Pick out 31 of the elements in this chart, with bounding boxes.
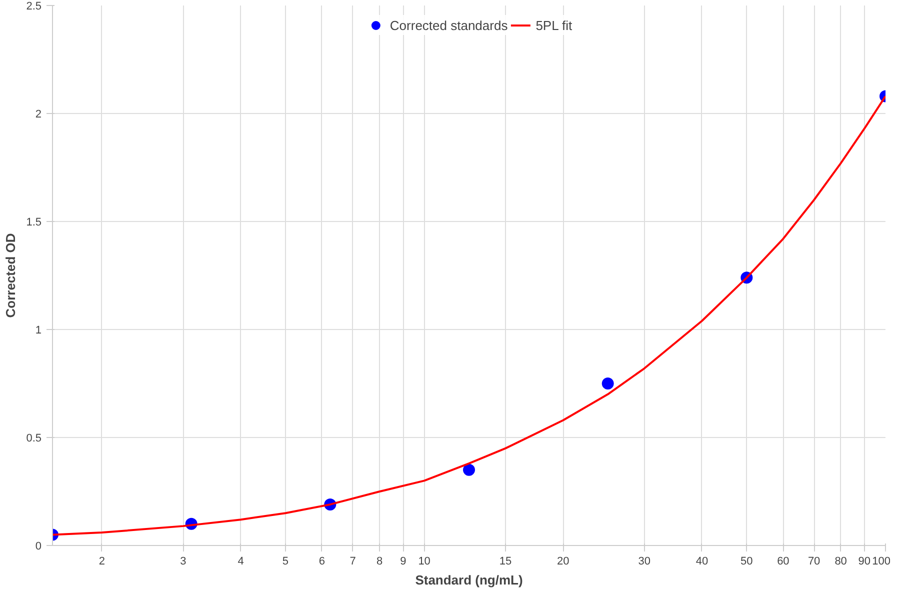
x-tick-label: 6: [318, 556, 326, 568]
y-tick-label: 2: [35, 108, 42, 120]
y-tick-label: 0.5: [26, 432, 42, 444]
x-tick-label: 9: [400, 556, 406, 568]
x-tick-label: 10: [418, 556, 430, 568]
y-tick-label: 2.5: [26, 0, 42, 12]
x-tick-label: 4: [238, 556, 244, 568]
x-tick-label: 70: [808, 556, 820, 568]
point: [602, 378, 614, 390]
x-tick-label: 50: [740, 556, 753, 568]
x-tick-label: 90: [858, 556, 871, 568]
x-tick-label: 8: [376, 556, 383, 568]
x-tick-label: 40: [696, 556, 708, 568]
y-tick-label: 1: [35, 324, 42, 336]
x-tick-label: 7: [350, 556, 356, 568]
x-tick-label: 2: [98, 556, 106, 568]
y-tick-label: 0: [35, 540, 42, 552]
y-axis-title: Corrected OD: [3, 233, 18, 318]
legend-label: Corrected standards: [390, 18, 508, 32]
legend-label: 5PL fit: [536, 18, 572, 32]
x-tick-label: 20: [557, 556, 570, 568]
y-tick-label: 1.5: [26, 216, 42, 228]
x-tick-label: 100: [872, 556, 891, 568]
x-tick-label: 3: [180, 556, 186, 568]
x-tick-label: 80: [834, 556, 847, 568]
x-tick-label: 60: [777, 556, 790, 568]
x-tick-label: 15: [499, 556, 512, 568]
point: [463, 464, 475, 476]
x-axis-title: Standard (ng/mL): [415, 572, 523, 588]
x-tick-label: 30: [638, 556, 650, 568]
x-tick-label: 5: [282, 556, 289, 568]
